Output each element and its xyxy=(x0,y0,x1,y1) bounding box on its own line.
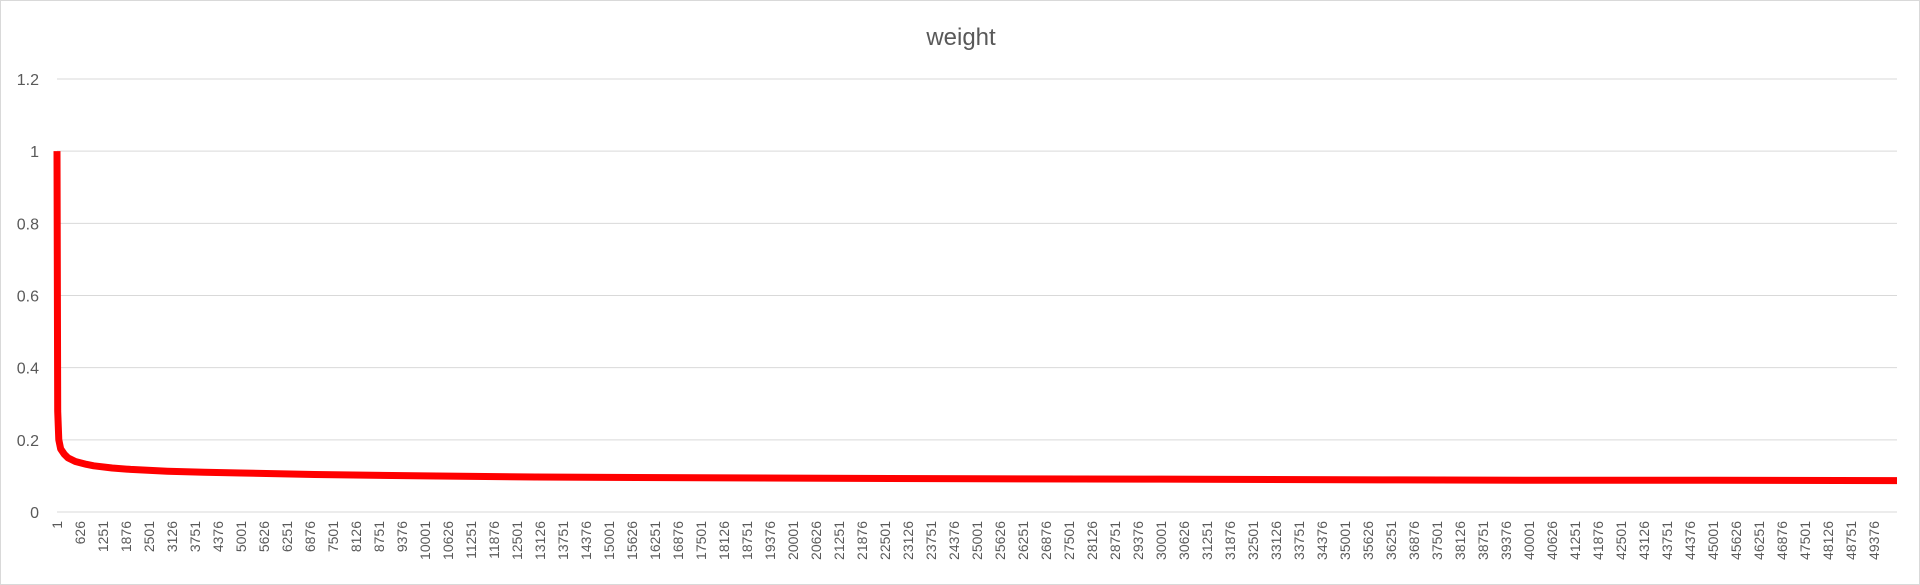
x-tick-label: 43751 xyxy=(1659,521,1675,560)
x-tick-label: 33751 xyxy=(1291,521,1307,560)
x-tick-label: 21876 xyxy=(854,521,870,560)
x-tick-label: 20626 xyxy=(808,521,824,560)
x-tick-label: 1 xyxy=(49,521,65,529)
x-tick-label: 6251 xyxy=(279,521,295,552)
x-tick-label: 31876 xyxy=(1222,521,1238,560)
x-tick-label: 21251 xyxy=(831,521,847,560)
series-layer xyxy=(53,151,1898,485)
x-tick-label: 25626 xyxy=(992,521,1008,560)
x-tick-label: 15626 xyxy=(624,521,640,560)
x-tick-label: 22501 xyxy=(877,521,893,560)
x-tick-label: 23751 xyxy=(923,521,939,560)
chart-title: weight xyxy=(925,24,996,51)
x-tick-label: 9376 xyxy=(394,521,410,552)
x-tick-label: 11251 xyxy=(463,521,479,559)
x-tick-label: 37501 xyxy=(1429,521,1445,560)
x-tick-label: 15001 xyxy=(601,521,617,560)
x-tick-label: 48751 xyxy=(1843,521,1859,560)
x-tick-label: 4376 xyxy=(210,521,226,552)
x-tick-label: 32501 xyxy=(1245,521,1261,560)
gridlines xyxy=(57,78,1897,513)
x-tick-label: 43126 xyxy=(1636,521,1652,560)
x-tick-label: 45626 xyxy=(1728,521,1744,560)
x-tick-label: 6876 xyxy=(302,521,318,552)
x-tick-label: 38751 xyxy=(1475,521,1491,560)
x-tick-label: 3126 xyxy=(164,521,180,552)
x-tick-label: 42501 xyxy=(1613,521,1629,560)
x-axis-labels: 1 626 1251 1876 2501 3126 3751 4376 5001 5626 6251… xyxy=(49,521,1882,560)
x-tick-label: 30626 xyxy=(1176,521,1192,560)
x-tick-label: 8751 xyxy=(371,521,387,552)
x-tick-label: 18126 xyxy=(716,521,732,560)
x-tick-label: 13751 xyxy=(555,521,571,560)
x-tick-label: 14376 xyxy=(578,521,594,560)
x-tick-label: 31251 xyxy=(1199,521,1215,560)
y-tick-label: 0.6 xyxy=(17,289,39,306)
x-tick-label: 10001 xyxy=(417,521,433,560)
y-tick-label: 1.2 xyxy=(17,72,39,89)
x-tick-label: 3751 xyxy=(187,521,203,552)
x-tick-label: 8126 xyxy=(348,521,364,552)
x-tick-label: 33126 xyxy=(1268,521,1284,560)
x-tick-label: 35626 xyxy=(1360,521,1376,560)
x-tick-label: 1876 xyxy=(118,521,134,552)
x-tick-label: 41251 xyxy=(1567,521,1583,560)
x-tick-label: 49376 xyxy=(1866,521,1882,560)
x-tick-label: 41876 xyxy=(1590,521,1606,560)
x-tick-label: 44376 xyxy=(1682,521,1698,560)
x-tick-label: 17501 xyxy=(693,521,709,560)
y-tick-label: 0.4 xyxy=(17,361,39,378)
y-tick-label: 1 xyxy=(30,144,39,161)
x-tick-label: 5626 xyxy=(256,521,272,552)
y-tick-label: 0.2 xyxy=(17,433,39,450)
x-tick-label: 7501 xyxy=(325,521,341,552)
x-tick-label: 5001 xyxy=(233,521,249,552)
x-tick-label: 1251 xyxy=(95,521,111,552)
x-tick-label: 26251 xyxy=(1015,521,1031,560)
x-tick-label: 40001 xyxy=(1521,521,1537,560)
x-tick-label: 30001 xyxy=(1153,521,1169,560)
x-tick-label: 20001 xyxy=(785,521,801,560)
x-tick-label: 11876 xyxy=(486,521,502,559)
x-tick-label: 10626 xyxy=(440,521,456,560)
x-tick-label: 34376 xyxy=(1314,521,1330,560)
x-tick-label: 46876 xyxy=(1774,521,1790,560)
x-tick-label: 28126 xyxy=(1084,521,1100,560)
x-tick-label: 48126 xyxy=(1820,521,1836,560)
x-tick-label: 40626 xyxy=(1544,521,1560,560)
x-tick-label: 19376 xyxy=(762,521,778,560)
x-tick-label: 16876 xyxy=(670,521,686,560)
series-line-weight xyxy=(53,151,1898,485)
x-tick-label: 39376 xyxy=(1498,521,1514,560)
x-tick-label: 12501 xyxy=(509,521,525,560)
x-tick-label: 36876 xyxy=(1406,521,1422,560)
x-tick-label: 16251 xyxy=(647,521,663,560)
x-tick-label: 35001 xyxy=(1337,521,1353,560)
x-tick-label: 47501 xyxy=(1797,521,1813,560)
x-tick-label: 26876 xyxy=(1038,521,1054,560)
x-tick-label: 13126 xyxy=(532,521,548,560)
x-tick-label: 27501 xyxy=(1061,521,1077,560)
x-tick-label: 28751 xyxy=(1107,521,1123,560)
x-tick-label: 25001 xyxy=(969,521,985,560)
x-tick-label: 2501 xyxy=(141,521,157,552)
x-tick-label: 18751 xyxy=(739,521,755,560)
x-tick-label: 24376 xyxy=(946,521,962,560)
x-tick-label: 45001 xyxy=(1705,521,1721,560)
x-tick-label: 626 xyxy=(72,521,88,545)
x-tick-label: 46251 xyxy=(1751,521,1767,560)
x-tick-label: 36251 xyxy=(1383,521,1399,560)
x-tick-label: 23126 xyxy=(900,521,916,560)
x-tick-label: 29376 xyxy=(1130,521,1146,560)
x-tick-label: 38126 xyxy=(1452,521,1468,560)
y-axis-labels: 0 0.2 0.4 0.6 0.8 1 1.2 xyxy=(17,72,39,522)
y-tick-label: 0 xyxy=(30,505,39,522)
y-tick-label: 0.8 xyxy=(17,216,39,233)
